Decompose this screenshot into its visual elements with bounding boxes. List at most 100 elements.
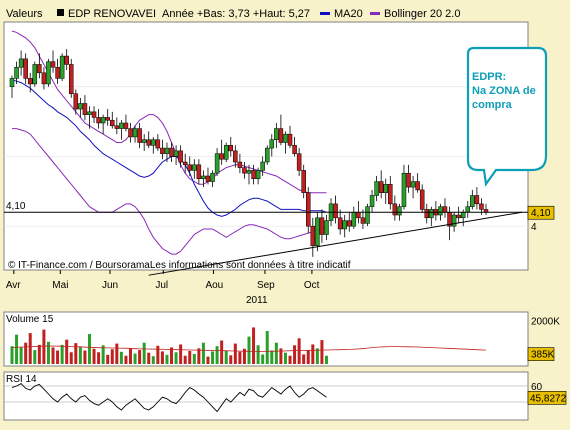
- candle-body: [419, 189, 425, 210]
- candle: [278, 114, 284, 146]
- volume-bar: [192, 354, 196, 364]
- candle: [374, 175, 379, 202]
- volume-bar: [256, 345, 260, 364]
- volume-bar: [147, 352, 151, 364]
- candle-body: [87, 111, 92, 115]
- rsi-tick-60: 60: [531, 382, 543, 393]
- volume-bar: [197, 348, 201, 364]
- candle-body: [410, 181, 416, 188]
- volume-bar: [233, 343, 237, 364]
- candle-body: [397, 206, 402, 216]
- candle: [419, 184, 425, 213]
- candle-body: [451, 214, 457, 227]
- volume-bar: [133, 353, 137, 364]
- candle-body: [32, 64, 38, 85]
- candle-body: [23, 58, 28, 79]
- volume-bar: [33, 350, 37, 364]
- candle-body: [401, 172, 407, 207]
- candle: [132, 125, 138, 143]
- volume-bar: [10, 346, 14, 364]
- bollinger-upper-line: [11, 30, 327, 194]
- candle: [187, 156, 192, 176]
- candle-body: [356, 211, 361, 219]
- volume-title: Volume 15: [6, 314, 54, 325]
- candle-body: [205, 175, 211, 182]
- callout-line-1: EDPR:: [472, 71, 506, 83]
- volume-bar: [124, 355, 128, 364]
- volume-bar: [315, 348, 319, 364]
- candle: [214, 148, 220, 176]
- volume-bar: [288, 355, 292, 364]
- volume-bar: [265, 330, 269, 364]
- candle: [55, 58, 60, 84]
- volume-bar: [183, 355, 187, 364]
- instrument-label: Valeurs: [6, 8, 43, 20]
- candle: [274, 122, 279, 149]
- candle: [91, 106, 97, 123]
- candle: [388, 175, 393, 210]
- candle-body: [9, 78, 15, 87]
- candle: [41, 67, 47, 90]
- candle-body: [237, 161, 243, 168]
- candle: [415, 173, 420, 193]
- volume-bars: [10, 327, 328, 364]
- candle: [242, 162, 247, 179]
- candle: [342, 215, 347, 238]
- candle-body: [50, 61, 56, 68]
- candle-body: [100, 117, 106, 124]
- candle: [64, 49, 69, 71]
- candle: [264, 145, 270, 165]
- candle: [287, 125, 293, 149]
- volume-bar: [174, 352, 178, 364]
- candle-body: [342, 220, 347, 230]
- candle: [219, 139, 224, 165]
- x-tick-label: Aou: [205, 280, 223, 291]
- volume-bar: [15, 334, 19, 364]
- candle: [365, 203, 370, 227]
- x-axis-labels: Avr Mai Jun Jul Aou Sep Oct: [6, 270, 320, 291]
- candle-body: [392, 203, 398, 216]
- volume-bar: [311, 344, 315, 364]
- candle-body: [55, 66, 60, 79]
- candle: [105, 109, 110, 126]
- copyright-note: © IT-Finance.com / BoursoramaLes informa…: [8, 260, 351, 271]
- candle-body: [315, 217, 320, 246]
- candle: [306, 187, 311, 234]
- candle-body: [465, 206, 471, 213]
- volume-bar: [293, 345, 297, 364]
- candle: [324, 215, 329, 241]
- candle: [160, 139, 165, 160]
- candle: [73, 89, 79, 115]
- candle: [96, 109, 101, 129]
- candle-body: [424, 209, 429, 219]
- candle-body: [192, 164, 197, 171]
- candle-body: [164, 147, 170, 154]
- candle: [192, 159, 197, 179]
- volume-bar: [229, 355, 233, 364]
- rsi-title: RSI 14: [6, 374, 37, 385]
- volume-bar: [129, 348, 132, 364]
- volume-bar: [142, 342, 146, 364]
- candle: [470, 189, 475, 210]
- price-legend-swatch: [57, 9, 64, 16]
- candle: [46, 58, 51, 87]
- candle: [301, 164, 306, 199]
- candle-body: [46, 61, 51, 85]
- candle-body: [474, 195, 480, 205]
- candle-body: [442, 206, 448, 213]
- candle-body: [223, 145, 229, 160]
- volume-bar: [65, 339, 69, 364]
- volume-y-tick: 2000K: [531, 317, 560, 328]
- volume-bar: [302, 354, 306, 364]
- candle-body: [178, 150, 183, 163]
- candle: [155, 134, 161, 151]
- year-label: 2011: [246, 295, 268, 306]
- candle-body: [360, 217, 366, 224]
- volume-bar: [28, 333, 32, 364]
- candle-body: [324, 220, 329, 235]
- volume-bar: [19, 347, 23, 364]
- candle: [255, 167, 261, 185]
- year-range-text: Année +Bas: 3,73 +Haut: 5,27: [162, 8, 310, 20]
- candle: [347, 212, 352, 232]
- volume-bar: [97, 352, 101, 364]
